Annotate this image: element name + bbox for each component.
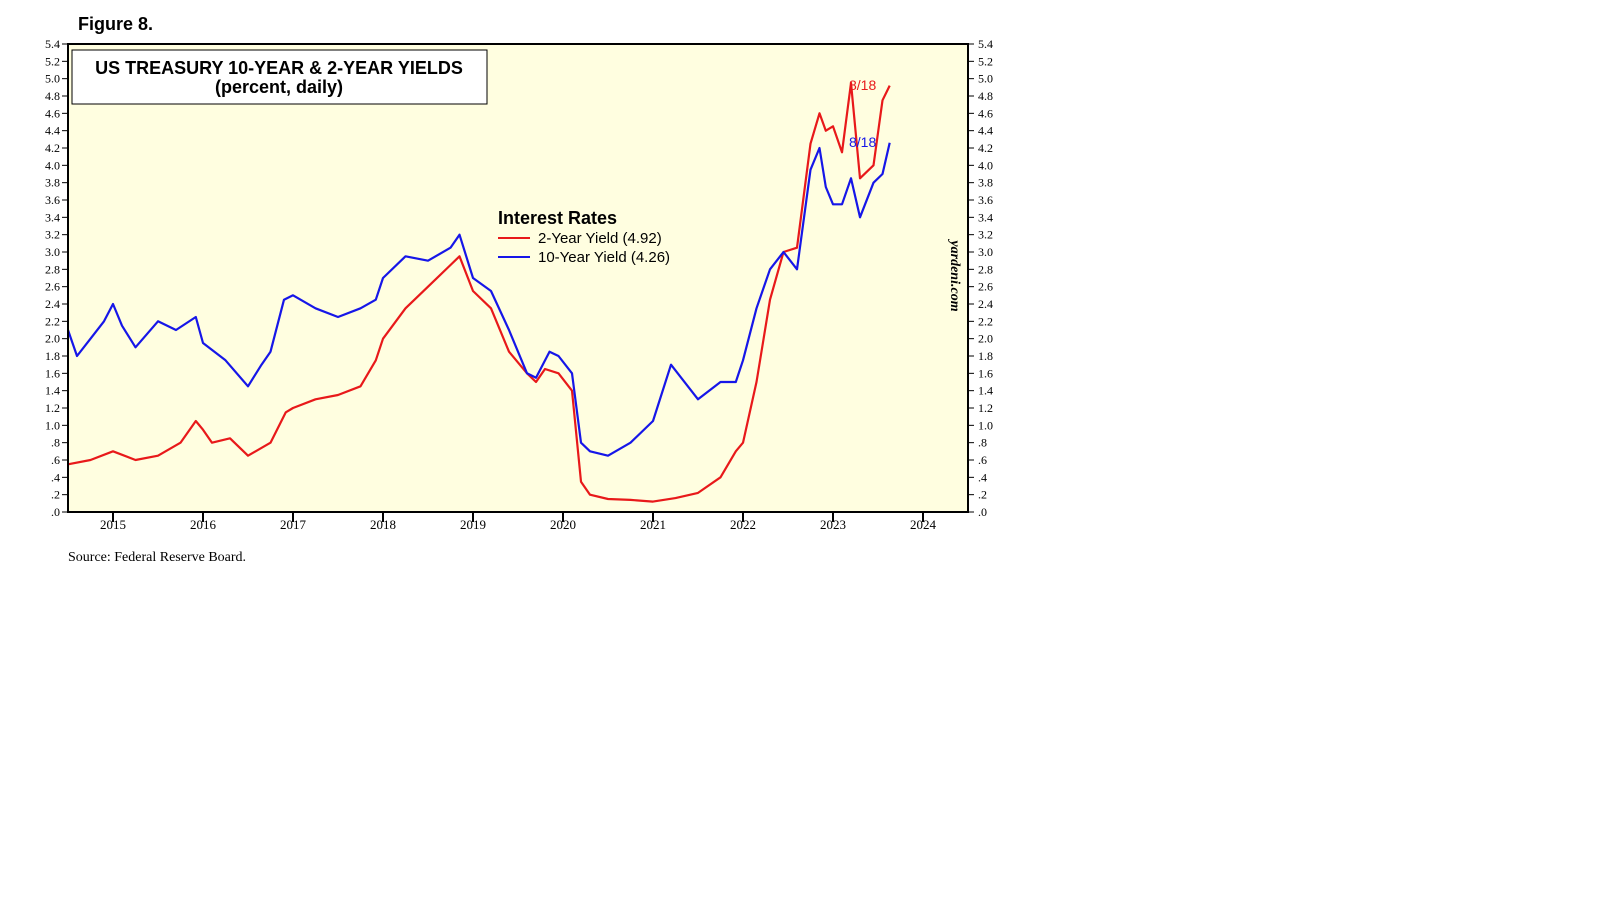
y-tick-label-right: 3.2 xyxy=(978,228,993,242)
x-tick-label: 2018 xyxy=(370,517,396,532)
legend-label-10-year: 10-Year Yield (4.26) xyxy=(538,249,670,266)
chart-subtitle: (percent, daily) xyxy=(215,77,343,97)
y-tick-label-right: 4.6 xyxy=(978,106,993,120)
y-axis-right: .0 .2 .4 .6 .8 1.0 1.2 1.4 1.6 1.8 2.0 2.2 2.4 2.6 2.8… xyxy=(968,37,993,519)
y-tick-label-left: 3.2 xyxy=(45,228,60,242)
figure-label: Figure 8. xyxy=(78,14,154,34)
y-tick-label-left: 3.8 xyxy=(45,176,60,190)
y-tick-label-right: 2.6 xyxy=(978,280,993,294)
y-tick-label-left: 4.6 xyxy=(45,106,60,120)
y-tick-label-left: 3.6 xyxy=(45,193,60,207)
y-tick-label-right: 1.0 xyxy=(978,418,993,432)
y-tick-label-right: 4.0 xyxy=(978,158,993,172)
y-tick-label-left: 1.8 xyxy=(45,349,60,363)
source-note: Source: Federal Reserve Board. xyxy=(68,550,247,565)
y-tick-label-right: 1.8 xyxy=(978,349,993,363)
y-tick-label-left: 4.2 xyxy=(45,141,60,155)
y-tick-label-right: .8 xyxy=(978,436,987,450)
series-line-10-year xyxy=(66,142,891,457)
y-tick-label-right: 4.8 xyxy=(978,89,993,103)
y-tick-label-left: 3.4 xyxy=(45,210,60,224)
watermark: yardeni.com xyxy=(947,238,962,311)
y-tick-label-left: 1.2 xyxy=(45,401,60,415)
y-tick-label-left: 3.0 xyxy=(45,245,60,259)
x-tick-label: 2017 xyxy=(280,517,307,532)
y-tick-label-right: .2 xyxy=(978,488,987,502)
x-tick-label: 2022 xyxy=(730,517,756,532)
x-tick-label: 2023 xyxy=(820,517,846,532)
x-tick-label: 2015 xyxy=(100,517,126,532)
y-tick-label-right: 3.6 xyxy=(978,193,993,207)
series-line-2-year xyxy=(67,81,891,503)
title-box-border xyxy=(71,49,488,105)
legend-title: Interest Rates xyxy=(498,208,617,228)
y-tick-label-left: .4 xyxy=(51,470,60,484)
y-tick-label-left: .2 xyxy=(51,488,60,502)
legend-label-2-year: 2-Year Yield (4.92) xyxy=(538,230,662,247)
x-tick-label: 2020 xyxy=(550,517,576,532)
y-tick-label-right: .0 xyxy=(978,505,987,519)
y-tick-label-left: 2.6 xyxy=(45,280,60,294)
y-tick-label-left: 4.8 xyxy=(45,89,60,103)
y-tick-label-left: .6 xyxy=(51,453,60,467)
y-tick-label-left: 5.4 xyxy=(45,37,60,51)
y-tick-label-right: 2.2 xyxy=(978,314,993,328)
end-label-10-year: 8/18 xyxy=(849,134,876,150)
chart-title: US TREASURY 10-YEAR & 2-YEAR YIELDS xyxy=(95,58,463,78)
y-tick-label-right: .6 xyxy=(978,453,987,467)
plot-background xyxy=(68,44,968,512)
y-tick-label-right: 4.2 xyxy=(978,141,993,155)
y-tick-label-right: 2.8 xyxy=(978,262,993,276)
yield-chart: .0 .2 .4 .6 .8 1.0 1.2 1.4 1.6 1.8 2.0 2.2 2.4 2.6 2.8… xyxy=(45,37,993,532)
y-tick-label-right: 1.4 xyxy=(978,384,993,398)
y-tick-label-right: 5.4 xyxy=(978,37,993,51)
y-tick-label-right: 3.8 xyxy=(978,176,993,190)
y-tick-label-left: .0 xyxy=(51,505,60,519)
y-tick-label-left: 2.0 xyxy=(45,332,60,346)
y-axis-left: .0 .2 .4 .6 .8 1.0 1.2 1.4 1.6 1.8 2.0 2.2 2.4 2.6 2.8… xyxy=(45,37,68,519)
x-tick-label: 2021 xyxy=(640,517,666,532)
y-tick-label-left: 2.2 xyxy=(45,314,60,328)
y-tick-label-left: 5.2 xyxy=(45,54,60,68)
y-tick-label-right: 1.2 xyxy=(978,401,993,415)
y-tick-label-left: 2.8 xyxy=(45,262,60,276)
y-tick-label-left: 1.0 xyxy=(45,418,60,432)
plot-border xyxy=(67,43,969,513)
series-lines xyxy=(66,81,891,503)
x-tick-label: 2016 xyxy=(190,517,217,532)
y-tick-label-left: .8 xyxy=(51,436,60,450)
y-tick-label-left: 1.6 xyxy=(45,366,60,380)
y-tick-label-right: 5.2 xyxy=(978,54,993,68)
y-tick-label-left: 4.0 xyxy=(45,158,60,172)
y-tick-label-left: 5.0 xyxy=(45,72,60,86)
y-tick-label-left: 2.4 xyxy=(45,297,60,311)
y-tick-label-right: 5.0 xyxy=(978,72,993,86)
x-tick-label: 2019 xyxy=(460,517,486,532)
y-tick-label-right: 3.4 xyxy=(978,210,993,224)
y-tick-label-right: 4.4 xyxy=(978,124,993,138)
y-tick-label-left: 1.4 xyxy=(45,384,60,398)
x-tick-label: 2024 xyxy=(910,517,937,532)
end-label-2-year: 8/18 xyxy=(849,77,876,93)
y-tick-label-right: 2.4 xyxy=(978,297,993,311)
y-tick-label-right: 1.6 xyxy=(978,366,993,380)
x-axis: 2015 2016 2017 2018 2019 2020 2021 2022 2023 2024 xyxy=(100,512,937,532)
title-box: US TREASURY 10-YEAR & 2-YEAR YIELDS (per… xyxy=(71,49,488,105)
y-tick-label-right: 2.0 xyxy=(978,332,993,346)
y-tick-label-right: .4 xyxy=(978,470,987,484)
legend: Interest Rates 2-Year Yield (4.92) 10-Ye… xyxy=(498,208,670,266)
y-tick-label-right: 3.0 xyxy=(978,245,993,259)
y-tick-label-left: 4.4 xyxy=(45,124,60,138)
